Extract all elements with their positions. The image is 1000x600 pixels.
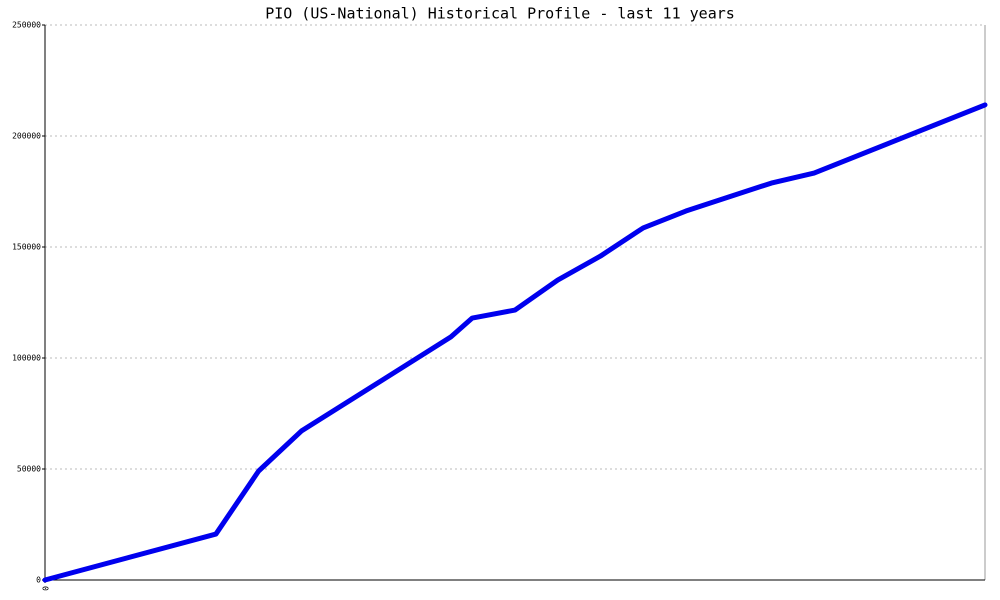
y-tick-label: 150000: [12, 243, 41, 252]
y-tick-label: 50000: [17, 465, 41, 474]
y-tick-label: 100000: [12, 354, 41, 363]
y-tick-label: 250000: [12, 21, 41, 30]
y-tick-label: 0: [36, 576, 41, 585]
x-tick-label: 0: [41, 586, 50, 591]
y-tick-label: 200000: [12, 132, 41, 141]
chart-title: PIO (US-National) Historical Profile - l…: [265, 5, 735, 23]
data-line: [42, 102, 988, 583]
